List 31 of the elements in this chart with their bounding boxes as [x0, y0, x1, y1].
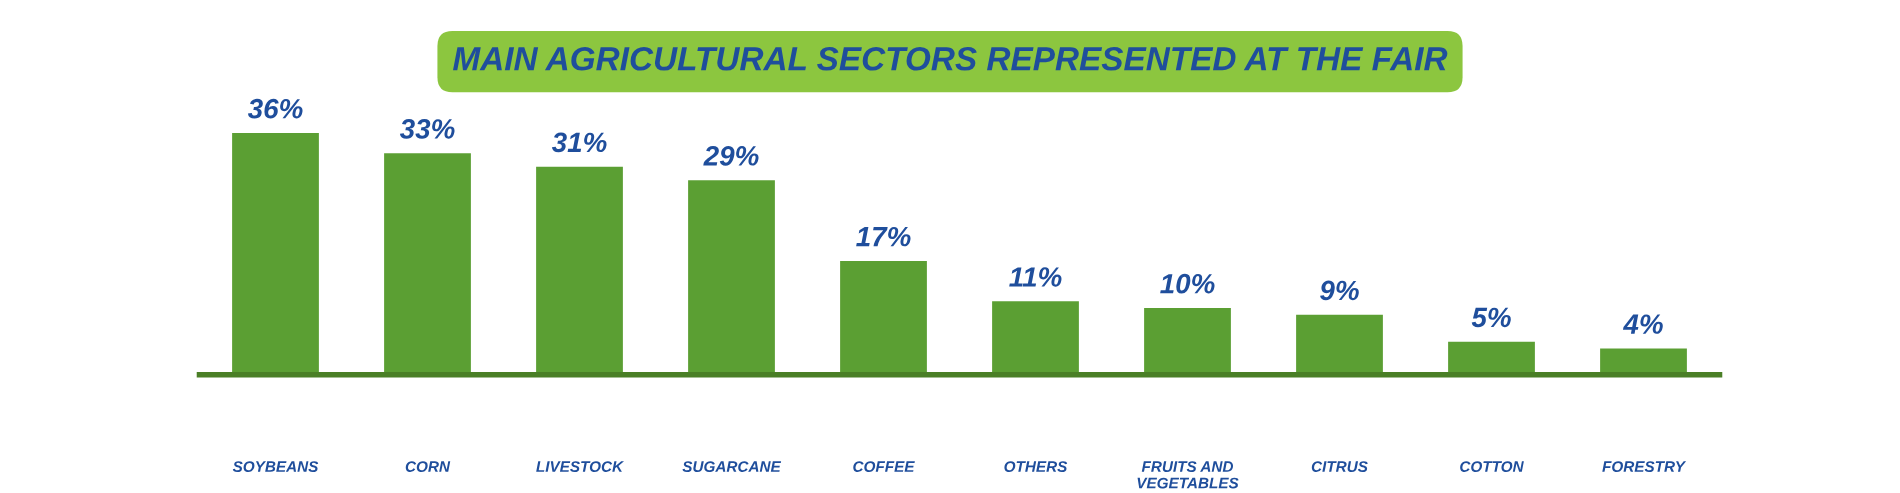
- x-tick-label: LIVESTOCK: [536, 461, 625, 473]
- bar: [1294, 313, 1385, 375]
- data-label: 17%: [856, 226, 911, 247]
- chart-title: MAIN AGRICULTURAL SECTORS REPRESENTED AT THE FAIR: [453, 46, 1448, 71]
- x-tick-label: SUGARCANE: [682, 461, 782, 473]
- data-label: 10%: [1160, 273, 1215, 294]
- x-tick-label: COFFEE: [853, 461, 915, 473]
- data-label: 5%: [1471, 307, 1511, 328]
- bar: [1598, 347, 1689, 375]
- bar: [838, 259, 929, 375]
- bar: [1142, 306, 1233, 375]
- data-label: 33%: [399, 119, 455, 139]
- data-label: 4%: [1622, 314, 1663, 334]
- x-tick-label: CITRUS: [1311, 461, 1368, 473]
- data-label: 29%: [703, 145, 759, 166]
- bar: [686, 178, 777, 375]
- bar: [534, 165, 625, 375]
- data-label: 31%: [551, 132, 607, 153]
- x-tick-label: OTHERS: [1004, 461, 1068, 473]
- x-tick-label: FRUITS AND VEGETABLES: [1137, 461, 1239, 489]
- x-tick-label: SOYBEANS: [232, 461, 319, 473]
- x-tick-label: COTTON: [1460, 461, 1524, 473]
- bar: [990, 299, 1081, 375]
- x-tick-label: CORN: [405, 461, 451, 473]
- data-label: 36%: [247, 98, 303, 119]
- bar: [382, 151, 473, 375]
- bar: [230, 131, 321, 375]
- data-label: 11%: [1009, 267, 1062, 287]
- data-label: 9%: [1320, 280, 1359, 301]
- x-tick-label: FORESTRY: [1602, 461, 1687, 473]
- bar: [1446, 340, 1537, 375]
